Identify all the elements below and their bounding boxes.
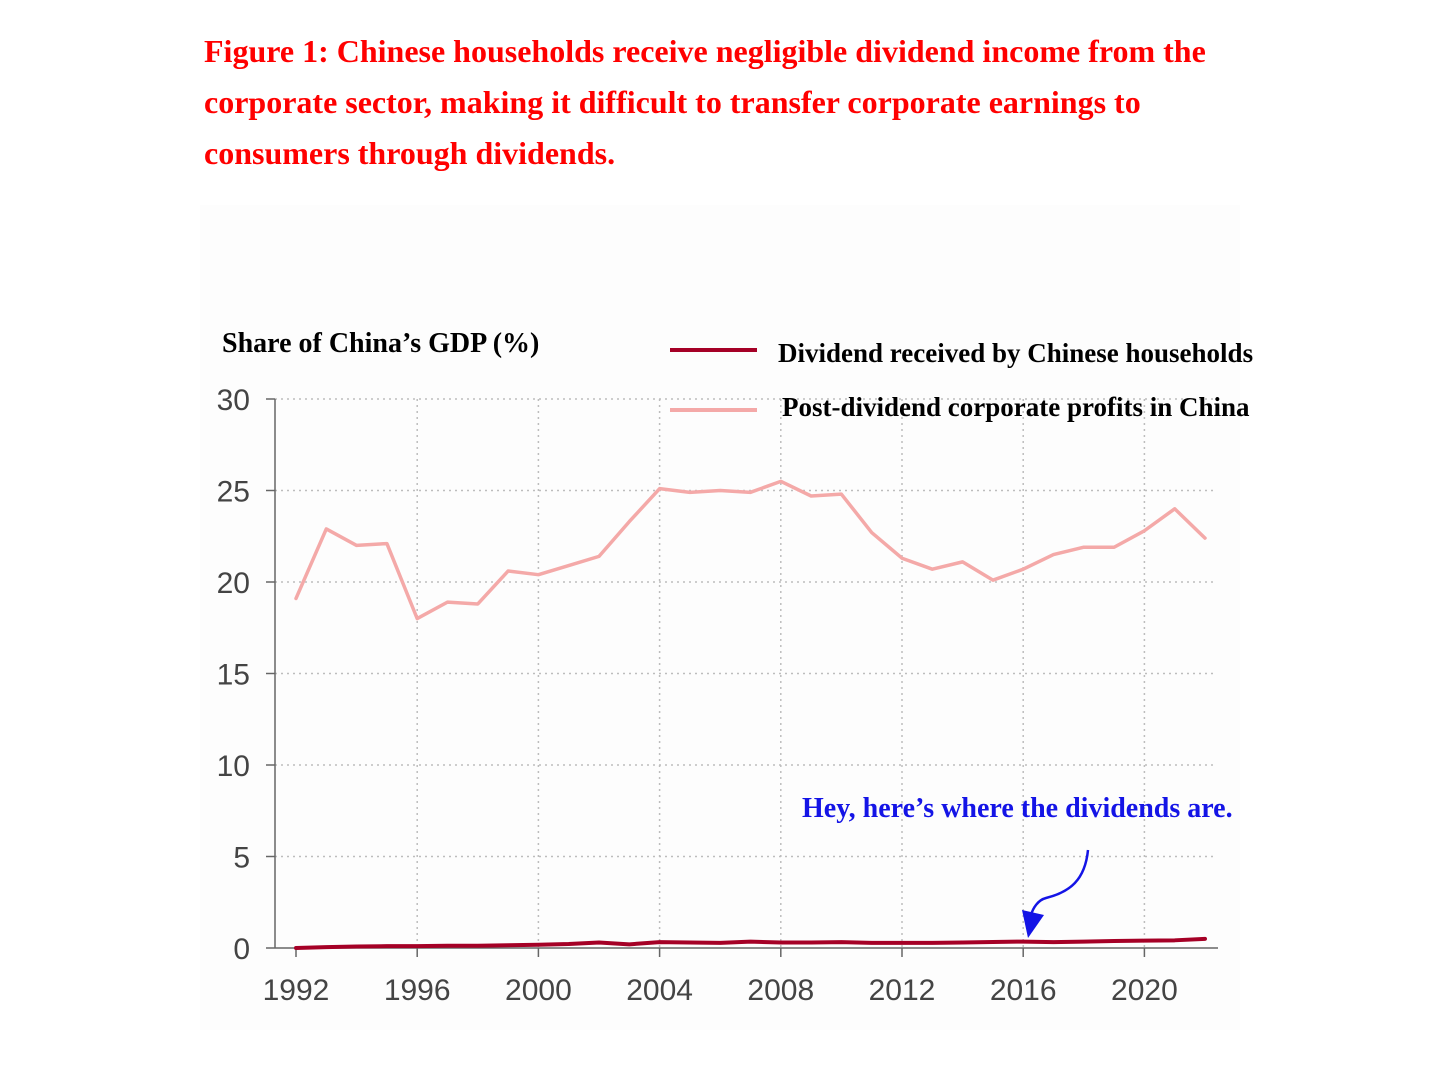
x-tick-label-2000: 2000 bbox=[505, 974, 572, 1007]
annotation-arrow-icon bbox=[1022, 849, 1090, 938]
x-tick-label-2004: 2004 bbox=[626, 974, 693, 1007]
plot-background bbox=[200, 205, 1240, 1030]
x-tick-label-2016: 2016 bbox=[990, 974, 1057, 1007]
x-tick-label-1992: 1992 bbox=[263, 974, 330, 1007]
legend-label-dividend: Dividend received by Chinese households bbox=[778, 338, 1253, 368]
series-lines bbox=[294, 479, 1207, 950]
y-tick-label-30: 30 bbox=[217, 384, 250, 417]
y-tick-label-5: 5 bbox=[233, 842, 250, 875]
figure-title: Figure 1: Chinese households receive neg… bbox=[204, 33, 1206, 171]
y-tick-label-0: 0 bbox=[233, 933, 250, 966]
x-tick-label-1996: 1996 bbox=[384, 974, 451, 1007]
legend-label-profits: Post-dividend corporate profits in China bbox=[782, 392, 1250, 422]
y-tick-label-25: 25 bbox=[217, 476, 250, 509]
legend: Dividend received by Chinese households … bbox=[670, 338, 1253, 422]
x-tick-label-2012: 2012 bbox=[869, 974, 936, 1007]
annotation-text: Hey, here’s where the dividends are. bbox=[802, 793, 1233, 824]
x-tick-label-2020: 2020 bbox=[1111, 974, 1178, 1007]
y-tick-label-15: 15 bbox=[217, 659, 250, 692]
y-tick-label-20: 20 bbox=[217, 567, 250, 600]
axes: 0 5 10 15 20 25 30 1992 1996 2000 2004 2008 2012 2016… bbox=[217, 384, 1218, 1007]
y-tick-label-10: 10 bbox=[217, 750, 250, 783]
series-line-dividend bbox=[294, 936, 1207, 950]
series-line-profits bbox=[294, 479, 1207, 621]
y-axis-label: Share of China’s GDP (%) bbox=[222, 328, 539, 359]
x-tick-label-2008: 2008 bbox=[747, 974, 814, 1007]
